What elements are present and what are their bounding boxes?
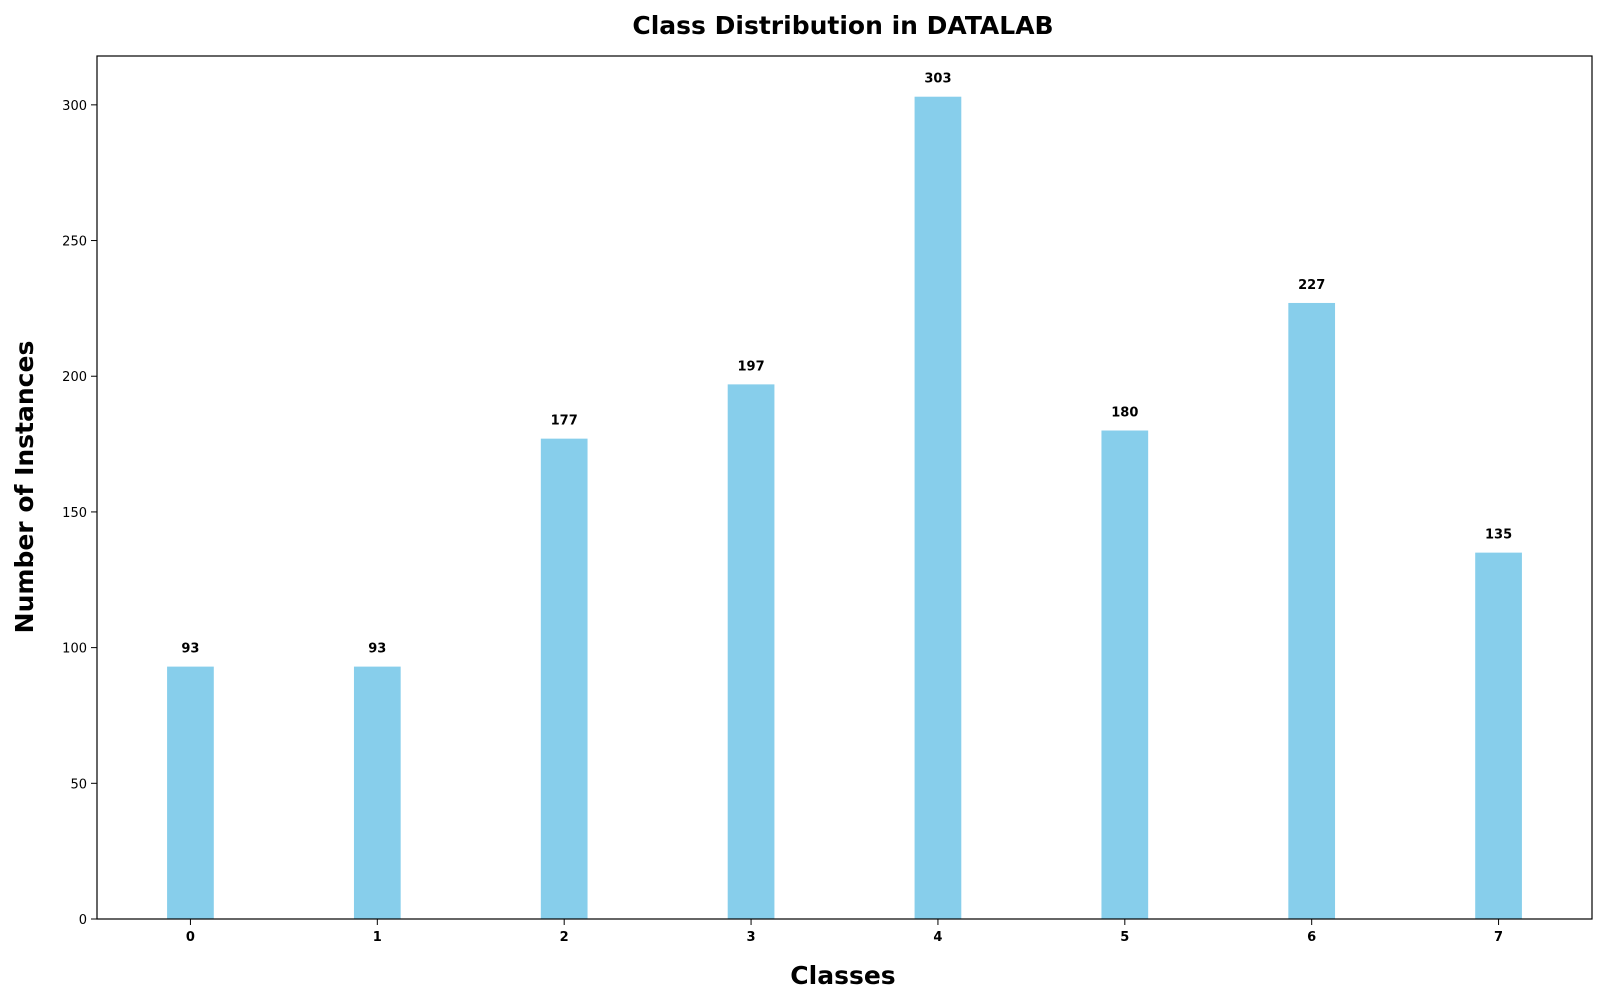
x-tick-label: 6 xyxy=(1307,930,1316,945)
bar xyxy=(167,666,214,919)
x-tick-label: 0 xyxy=(186,930,195,945)
y-tick-label: 300 xyxy=(62,99,87,114)
bar-value-label: 93 xyxy=(368,642,386,657)
bar xyxy=(353,666,401,919)
y-tick-label: 0 xyxy=(79,913,87,928)
data-labels: 93 93 177 197 303 180 227 135 xyxy=(181,72,1512,657)
x-tick-label: 7 xyxy=(1494,930,1503,945)
y-tick-label: 200 xyxy=(62,370,87,385)
x-axis-label: Classes xyxy=(790,961,895,990)
bar xyxy=(1288,302,1336,919)
x-axis-ticks: 0 1 2 3 4 5 6 7 xyxy=(186,919,1503,945)
y-tick-label: 100 xyxy=(62,642,87,657)
x-tick-label: 1 xyxy=(373,930,382,945)
bar-value-label: 197 xyxy=(737,359,764,374)
bar-value-label: 135 xyxy=(1485,528,1512,543)
y-tick-label: 250 xyxy=(62,235,87,250)
y-axis-label: Number of Instances xyxy=(10,341,39,634)
bar-value-label: 227 xyxy=(1298,278,1325,293)
y-tick-label: 150 xyxy=(62,506,87,521)
y-tick-label: 50 xyxy=(70,777,87,792)
bar xyxy=(540,438,588,919)
bar xyxy=(914,96,962,920)
x-tick-label: 2 xyxy=(560,930,569,945)
y-axis-ticks: 0 50 100 150 200 250 300 xyxy=(62,99,97,928)
bar xyxy=(1101,430,1149,919)
x-tick-label: 4 xyxy=(933,930,942,945)
bars xyxy=(167,96,1522,920)
plot-frame xyxy=(96,55,1593,920)
bar-value-label: 180 xyxy=(1111,406,1138,421)
bar xyxy=(727,384,775,919)
bar xyxy=(1475,552,1522,919)
chart-title: Class Distribution in DATALAB xyxy=(632,11,1053,40)
x-tick-label: 3 xyxy=(747,930,756,945)
bar-value-label: 303 xyxy=(924,72,951,87)
bar-value-label: 93 xyxy=(181,642,199,657)
bar-value-label: 177 xyxy=(551,414,578,429)
x-tick-label: 5 xyxy=(1120,930,1129,945)
